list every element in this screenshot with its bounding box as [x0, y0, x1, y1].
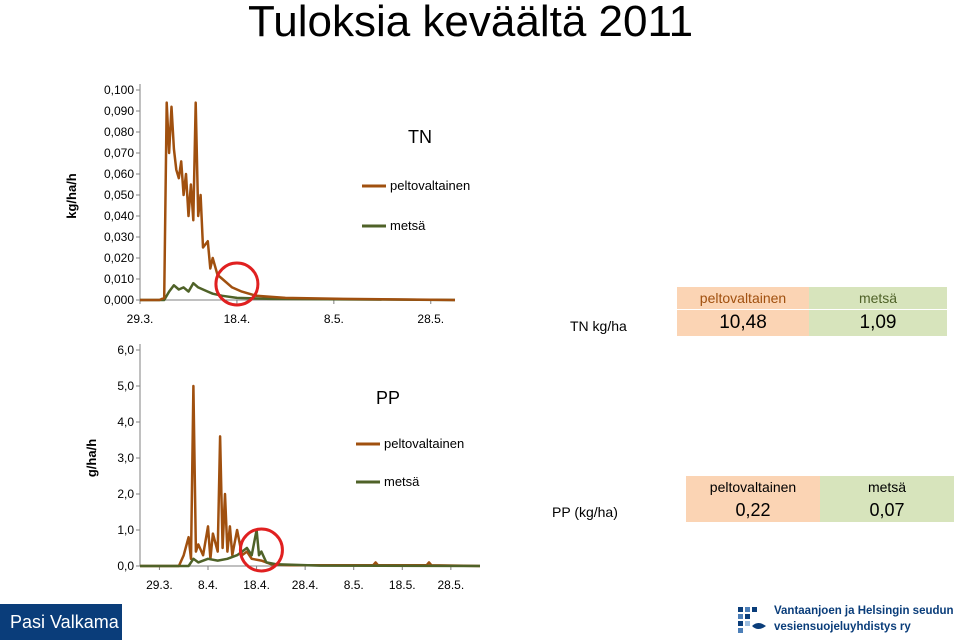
y-tick-label: 0,100 [104, 83, 134, 97]
pp-value-metsa: 0,07 [820, 498, 954, 522]
organization-logo: Vantaanjoen ja Helsingin seudun vesiensu… [736, 602, 956, 638]
legend-label: metsä [390, 218, 426, 233]
chart-pp: g/ha/h 0,0 1,0 2,0 3,0 4,0 5,0 6,0 29.3. 8.4. 18.4… [84, 343, 481, 592]
y-tick-label: 1,0 [117, 523, 134, 537]
x-tick-label: 18.4. [224, 312, 251, 326]
y-tick-label: 5,0 [117, 379, 134, 393]
x-tick-label: 28.5. [417, 312, 444, 326]
y-tick-label: 0,070 [104, 146, 134, 160]
charts-canvas: kg/ha/h 0,000 0,010 0,020 0,030 0,040 0,050 0,0… [64, 83, 481, 592]
y-tick-label: 2,0 [117, 487, 134, 501]
y-axis-label: kg/ha/h [64, 173, 79, 219]
chart-tn: kg/ha/h 0,000 0,010 0,020 0,030 0,040 0,050 0,0… [64, 83, 470, 326]
x-tick-label: 8.5. [324, 312, 344, 326]
y-tick-label: 0,090 [104, 104, 134, 118]
y-tick-label: 0,000 [104, 293, 134, 307]
y-tick-label: 0,050 [104, 188, 134, 202]
x-tick-label: 29.3. [127, 312, 154, 326]
y-tick-label: 0,060 [104, 167, 134, 181]
y-tick-label: 0,040 [104, 209, 134, 223]
x-tick-label: 8.5. [344, 578, 364, 592]
chart-title: PP [376, 388, 400, 408]
series-line-peltovaltainen [140, 384, 481, 568]
y-tick-label: 0,030 [104, 230, 134, 244]
tn-row-label: TN kg/ha [570, 318, 627, 334]
y-tick-label: 3,0 [117, 451, 134, 465]
tn-value-metsa: 1,09 [809, 310, 947, 336]
tn-header-peltovaltainen: peltovaltainen [677, 287, 809, 309]
logo-line-2: vesiensuojeluyhdistys ry [774, 621, 911, 633]
legend-label: peltovaltainen [384, 436, 464, 451]
tn-value-peltovaltainen: 10,48 [677, 310, 809, 336]
pp-header-metsa: metsä [820, 476, 954, 498]
y-tick-label: 4,0 [117, 415, 134, 429]
y-tick-label: 0,010 [104, 272, 134, 286]
pp-row-label: PP (kg/ha) [552, 504, 618, 520]
pp-value-peltovaltainen: 0,22 [686, 498, 820, 522]
x-tick-label: 28.5. [438, 578, 465, 592]
legend-label: metsä [384, 474, 420, 489]
x-tick-label: 29.3. [146, 578, 173, 592]
author-name: Pasi Valkama [0, 604, 122, 640]
x-tick-label: 28.4. [292, 578, 319, 592]
series-line-peltovaltainen [140, 101, 456, 302]
series-line-metsa [140, 528, 481, 568]
highlight-circle [214, 261, 260, 307]
tn-header-metsa: metsä [809, 287, 947, 309]
chart-title: TN [408, 127, 432, 147]
pp-header-peltovaltainen: peltovaltainen [686, 476, 820, 498]
y-tick-label: 0,080 [104, 125, 134, 139]
y-tick-label: 6,0 [117, 343, 134, 357]
x-tick-label: 18.4. [243, 578, 270, 592]
logo-line-1: Vantaanjoen ja Helsingin seudun [774, 605, 954, 617]
x-tick-label: 8.4. [198, 578, 218, 592]
x-tick-label: 18.5. [389, 578, 416, 592]
y-tick-label: 0,020 [104, 251, 134, 265]
logo-mark-icon [736, 604, 768, 636]
page-title: Tuloksia keväältä 2011 [248, 0, 694, 46]
series-line-metsa [140, 281, 456, 302]
legend-label: peltovaltainen [390, 178, 470, 193]
y-axis-label: g/ha/h [84, 439, 99, 477]
y-tick-label: 0,0 [117, 559, 134, 573]
highlight-circle [238, 527, 284, 573]
